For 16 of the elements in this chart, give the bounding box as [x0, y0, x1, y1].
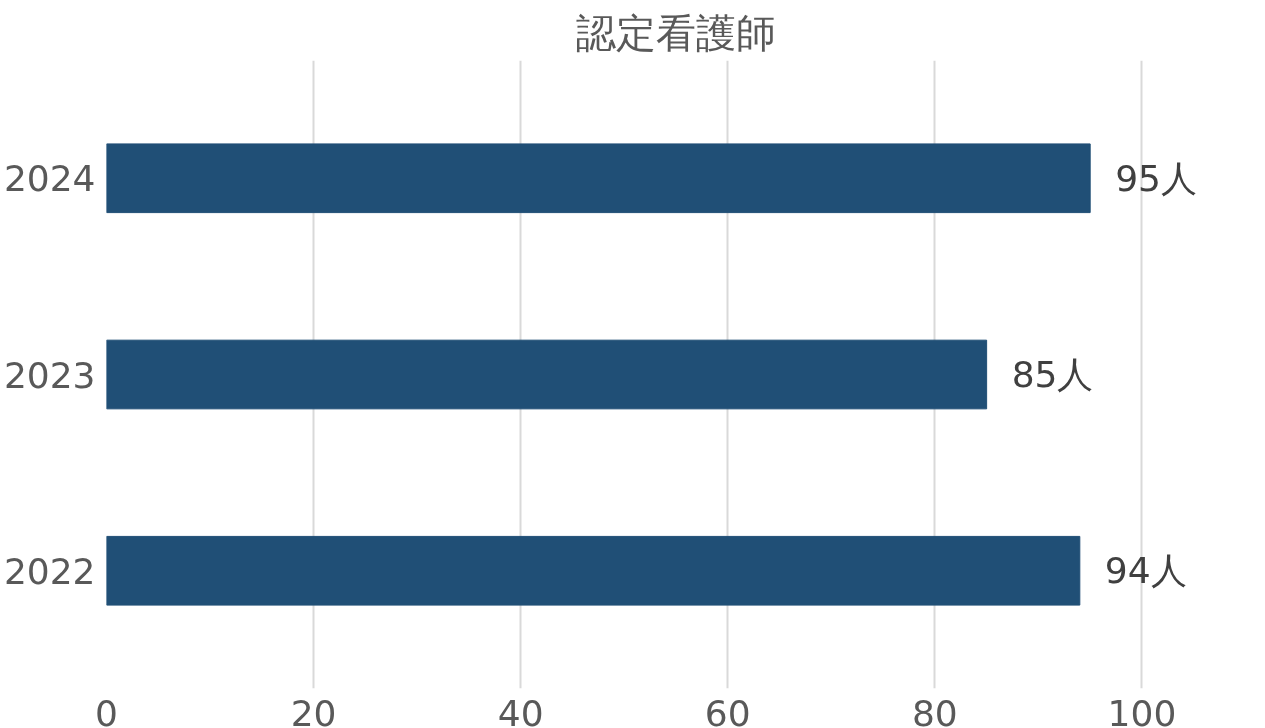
- x-tick-label: 20: [290, 692, 337, 728]
- data-label: 95人: [1115, 157, 1197, 199]
- data-label: 85人: [1011, 354, 1094, 395]
- y-tick-label: 2022: [3, 550, 96, 592]
- bar: [106, 339, 988, 410]
- x-tick-label: 100: [1107, 692, 1177, 728]
- x-tick-label: 60: [704, 692, 751, 728]
- bar: [106, 143, 1091, 214]
- x-tick-label: 0: [95, 692, 118, 728]
- bar: [106, 535, 1081, 606]
- y-tick-label: 2024: [3, 158, 96, 200]
- chart-title: 認定看護師: [576, 9, 776, 56]
- x-tick-label: 80: [911, 692, 958, 728]
- data-label: 94人: [1104, 550, 1187, 592]
- y-tick-label: 2023: [3, 354, 96, 396]
- x-tick-label: 40: [497, 692, 544, 728]
